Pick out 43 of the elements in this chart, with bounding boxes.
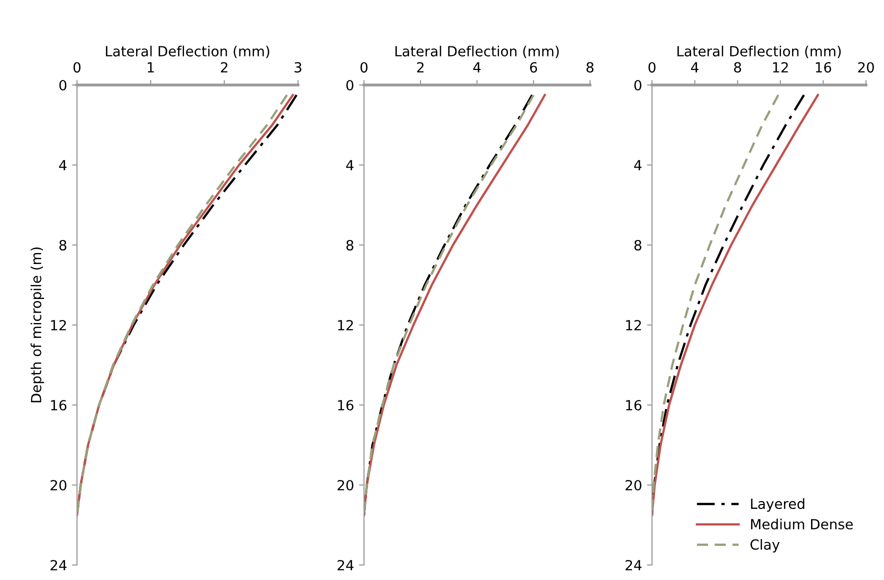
y-tick-label: 4 xyxy=(634,160,642,170)
y-tick-label: 24 xyxy=(338,560,354,570)
y-tick-label: 20 xyxy=(338,480,354,490)
y-tick-label: 16 xyxy=(626,400,642,410)
x-tick-label: 1 xyxy=(148,62,154,72)
x-tick-label: 20 xyxy=(858,62,874,73)
y-tick-label: 12 xyxy=(338,320,353,330)
y-tick-label: 20 xyxy=(50,480,66,490)
y-tick-label: 4 xyxy=(59,160,66,170)
y-tick-label: 4 xyxy=(346,160,354,170)
legend-label: Clay xyxy=(750,539,780,552)
x-tick-label: 12 xyxy=(773,62,788,72)
y-tick-label: 16 xyxy=(338,400,354,410)
y-tick-label: 0 xyxy=(634,80,642,90)
x-tick-label: 2 xyxy=(417,62,424,72)
y-tick-label: 8 xyxy=(346,240,354,250)
legend-label: Layered xyxy=(751,498,804,512)
x-tick-label: 16 xyxy=(816,62,832,73)
y-tick-label: 12 xyxy=(51,320,66,330)
y-tick-label: 24 xyxy=(50,560,66,570)
x-tick-label: 0 xyxy=(648,62,656,73)
x-axis-title: Lateral Deflection (mm) xyxy=(395,46,559,58)
y-tick-label: 16 xyxy=(51,400,66,410)
y-tick-label: 20 xyxy=(626,480,642,490)
legend-label: Medium Dense xyxy=(751,518,853,530)
y-tick-label: 8 xyxy=(59,240,66,250)
y-tick-label: 0 xyxy=(59,80,66,90)
y-axis-title: Depth of micropile (m) xyxy=(30,248,44,402)
y-tick-label: 8 xyxy=(634,240,642,250)
x-axis-title: Lateral Deflection (mm) xyxy=(106,46,270,58)
x-tick-label: 0 xyxy=(73,62,80,73)
x-tick-label: 0 xyxy=(360,62,368,73)
x-tick-label: 4 xyxy=(473,62,481,72)
y-tick-label: 0 xyxy=(346,80,354,90)
x-tick-label: 2 xyxy=(220,62,228,72)
x-tick-label: 3 xyxy=(294,62,302,73)
x-tick-label: 4 xyxy=(691,62,698,72)
x-tick-label: 6 xyxy=(530,62,538,73)
y-tick-label: 12 xyxy=(626,320,641,330)
y-tick-label: 24 xyxy=(626,560,642,570)
x-axis-title: Lateral Deflection (mm) xyxy=(677,46,841,58)
x-tick-label: 8 xyxy=(734,62,742,73)
x-tick-label: 8 xyxy=(586,62,594,73)
